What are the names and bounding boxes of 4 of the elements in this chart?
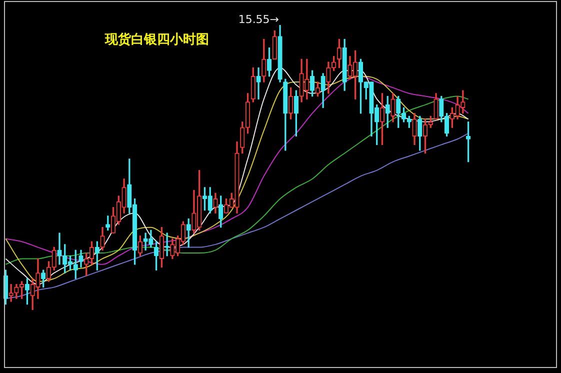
candlestick [8, 284, 14, 302]
candlestick [256, 67, 261, 100]
text: 现货白银四小时图 [104, 31, 209, 48]
annotation: 15.55→ [238, 12, 280, 26]
